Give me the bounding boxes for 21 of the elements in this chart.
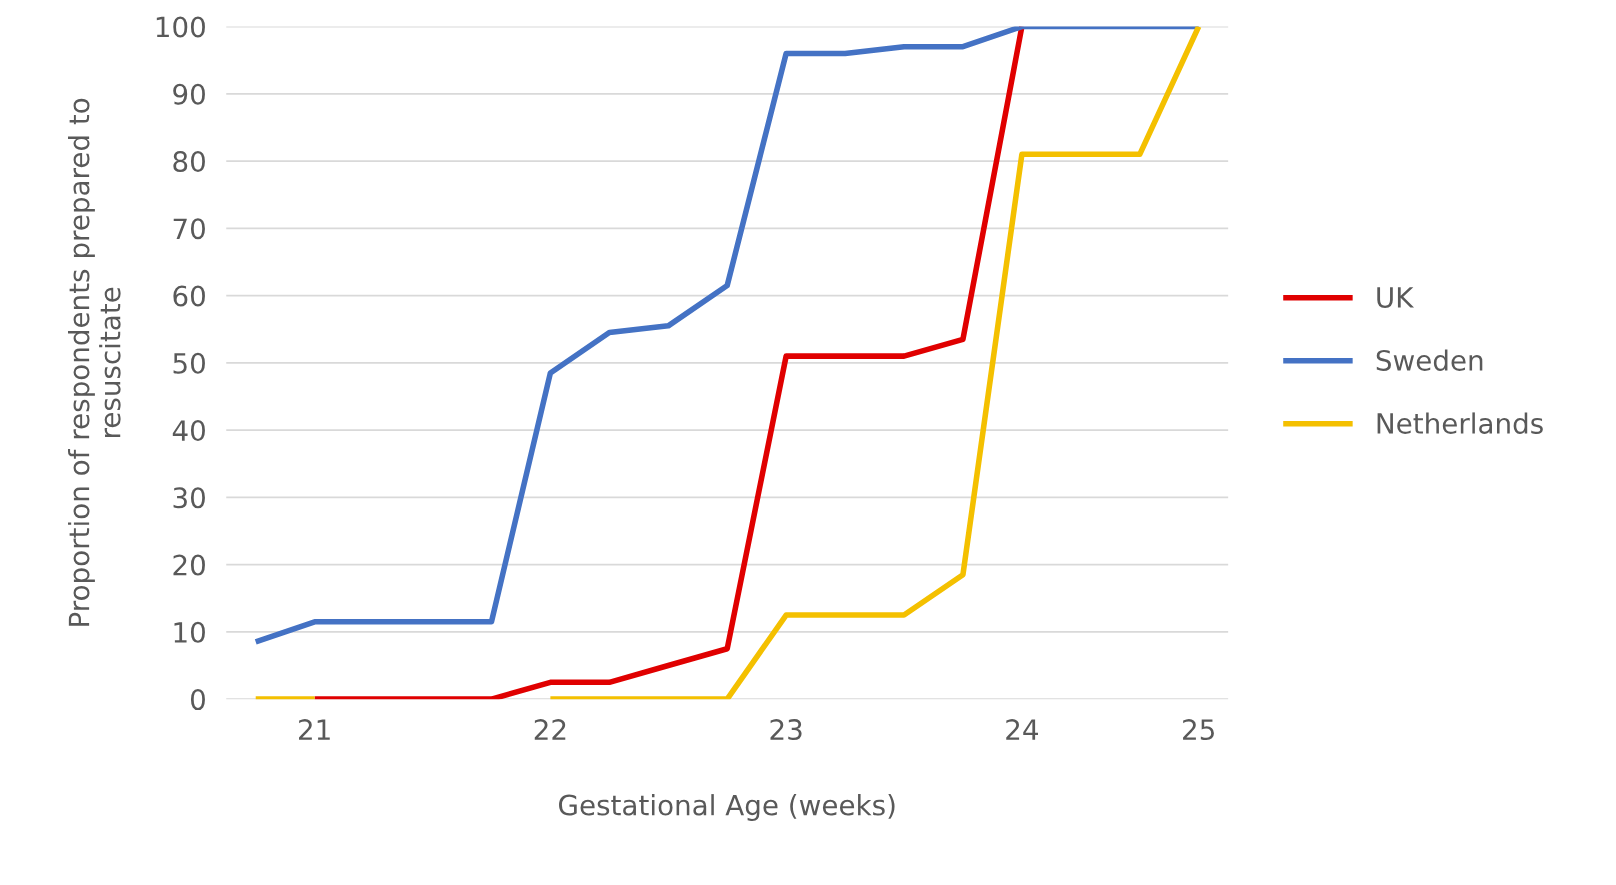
y-tick-label: 0 [190,689,205,711]
y-tick-label: 80 [173,151,205,173]
y-tick-label: 100 [156,16,205,38]
y-axis-title: Proportion of respondents prepared to resuscitate [68,98,121,626]
y-tick-label: 90 [173,83,205,105]
legend-label: Sweden [1376,349,1483,371]
y-tick-label: 10 [174,621,205,643]
y-tick-label: 70 [173,218,205,240]
y-tick-label: 50 [173,352,205,374]
x-tick-label: 24 [1006,719,1038,740]
x-tick-label: 25 [1183,719,1214,741]
x-tick-label: 23 [770,719,802,741]
y-tick-label: 60 [173,285,205,307]
legend-label: UK [1377,287,1415,308]
y-tick-label: 20 [173,554,205,576]
x-axis-title: Gestational Age (weeks) [559,794,895,821]
x-tick-label: 21 [299,719,330,740]
x-tick-label: 22 [534,719,566,740]
legend-label: Netherlands [1377,412,1543,434]
y-tick-label: 30 [173,487,205,509]
y-tick-label: 40 [172,420,205,442]
